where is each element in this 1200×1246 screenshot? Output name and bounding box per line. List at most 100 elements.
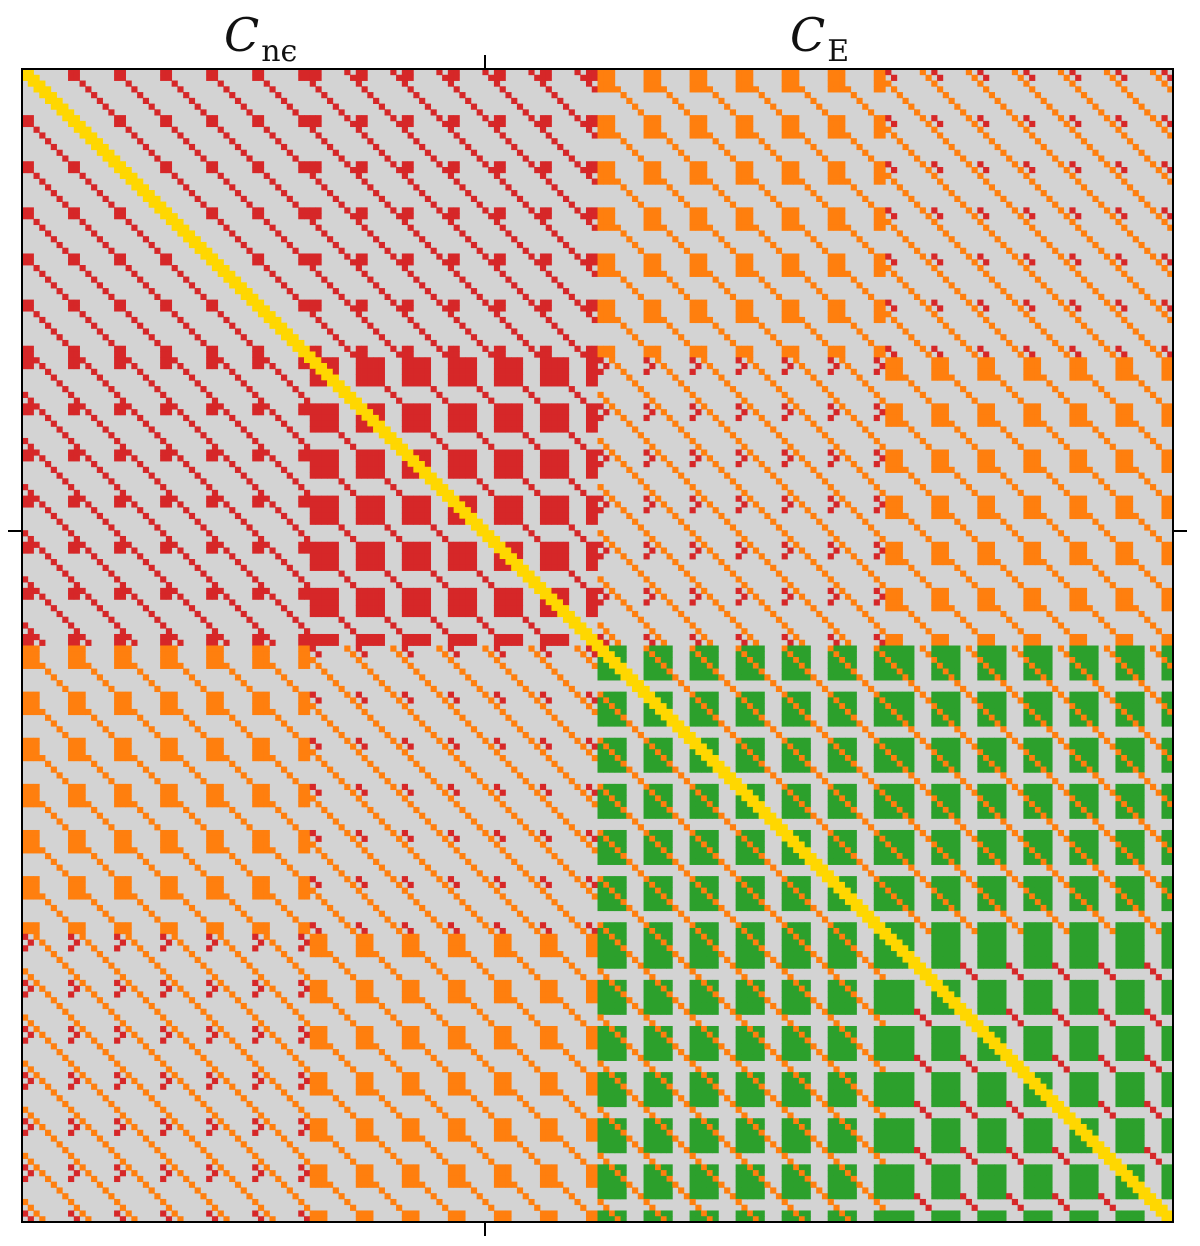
coupling-cell [747, 403, 754, 410]
coupling-cell [983, 270, 990, 277]
coupling-cell [597, 253, 604, 260]
coupling-cell [896, 374, 903, 381]
n-epsilon-cell [442, 443, 449, 450]
coupling-cell [1046, 195, 1053, 202]
diagonal-cell [240, 293, 247, 300]
coupling-cell [747, 541, 754, 548]
coupling-cell [706, 409, 714, 416]
coupling-cell-secondary [1029, 167, 1036, 174]
coupling-cell [833, 172, 840, 179]
coupling-cell [1138, 426, 1145, 433]
n-epsilon-cell [378, 587, 385, 595]
n-epsilon-cell [114, 633, 121, 641]
n-epsilon-cell [114, 253, 121, 260]
coupling-cell-secondary [873, 368, 880, 375]
coupling-cell [626, 236, 633, 243]
n-epsilon-cell [39, 593, 46, 600]
coupling-cell [816, 610, 823, 618]
n-epsilon-cell [114, 639, 121, 646]
coupling-cell [983, 547, 990, 554]
n-epsilon-cell [309, 461, 316, 468]
n-epsilon-cell [367, 449, 374, 456]
n-epsilon-cell [206, 622, 213, 629]
n-epsilon-cell [160, 161, 167, 168]
coupling-cell [747, 74, 754, 81]
n-epsilon-cell [73, 259, 80, 266]
coupling-cell [885, 409, 892, 416]
coupling-cell [839, 253, 846, 260]
coupling-cell [655, 178, 662, 185]
coupling-cell-secondary [447, 645, 455, 652]
n-epsilon-cell [459, 403, 466, 410]
n-epsilon-cell [591, 132, 598, 139]
n-epsilon-cell [240, 518, 247, 525]
n-epsilon-cell [160, 449, 167, 456]
coupling-cell-secondary [1023, 207, 1030, 214]
coupling-cell [873, 115, 880, 122]
diagonal-cell [108, 149, 115, 156]
coupling-cell [609, 541, 616, 548]
n-epsilon-cell [470, 409, 478, 416]
coupling-cell-secondary [741, 639, 748, 646]
n-epsilon-cell [413, 92, 420, 99]
coupling-cell [1075, 559, 1082, 566]
n-epsilon-cell [545, 178, 552, 185]
coupling-cell [735, 253, 742, 260]
n-epsilon-cell [378, 633, 385, 641]
n-epsilon-cell [257, 489, 265, 497]
coupling-cell [885, 368, 892, 375]
n-epsilon-cell [413, 559, 420, 566]
coupling-cell [873, 120, 880, 128]
diagonal-cell [505, 553, 512, 560]
coupling-cell [1034, 368, 1042, 375]
diagonal-cell [33, 74, 40, 81]
n-epsilon-cell [332, 541, 339, 548]
n-epsilon-cell [361, 270, 368, 277]
coupling-cell [1167, 132, 1174, 139]
coupling-cell [1086, 512, 1093, 520]
diagonal-cell [275, 316, 282, 324]
coupling-cell-secondary [1029, 351, 1036, 358]
n-epsilon-cell [511, 512, 518, 520]
n-epsilon-cell [229, 368, 236, 375]
coupling-cell [873, 305, 880, 312]
n-epsilon-cell [298, 363, 305, 370]
coupling-cell [827, 530, 834, 537]
coupling-cell [781, 316, 788, 324]
n-epsilon-cell [165, 535, 173, 543]
coupling-cell [844, 547, 852, 554]
coupling-cell-secondary [735, 357, 742, 364]
n-epsilon-cell [413, 472, 420, 479]
n-epsilon-cell [263, 80, 270, 87]
coupling-cell [632, 195, 639, 202]
coupling-cell [1046, 241, 1053, 249]
coupling-cell [948, 97, 955, 104]
coupling-cell [597, 115, 604, 122]
n-epsilon-cell [505, 449, 512, 456]
n-epsilon-cell [470, 633, 478, 641]
coupling-cell [867, 293, 875, 300]
coupling-cell [896, 420, 903, 427]
coupling-cell [1080, 409, 1088, 416]
coupling-cell [839, 541, 846, 548]
coupling-cell [937, 501, 944, 508]
coupling-cell-secondary [827, 495, 834, 502]
n-epsilon-cell [327, 414, 334, 422]
coupling-cell [804, 368, 811, 375]
coupling-cell [729, 386, 737, 393]
coupling-cell [850, 461, 857, 468]
coupling-cell [856, 512, 863, 520]
n-epsilon-cell [384, 201, 391, 208]
n-epsilon-cell [505, 380, 512, 387]
coupling-cell [983, 178, 990, 185]
n-epsilon-cell [373, 605, 380, 612]
coupling-cell [1167, 86, 1174, 93]
coupling-cell [781, 213, 788, 220]
n-epsilon-cell [45, 138, 52, 145]
n-epsilon-cell [470, 553, 478, 560]
n-epsilon-cell [62, 386, 69, 393]
n-epsilon-cell [447, 512, 455, 520]
n-epsilon-cell [453, 455, 460, 462]
n-epsilon-cell [280, 374, 288, 381]
coupling-cell [614, 224, 621, 231]
